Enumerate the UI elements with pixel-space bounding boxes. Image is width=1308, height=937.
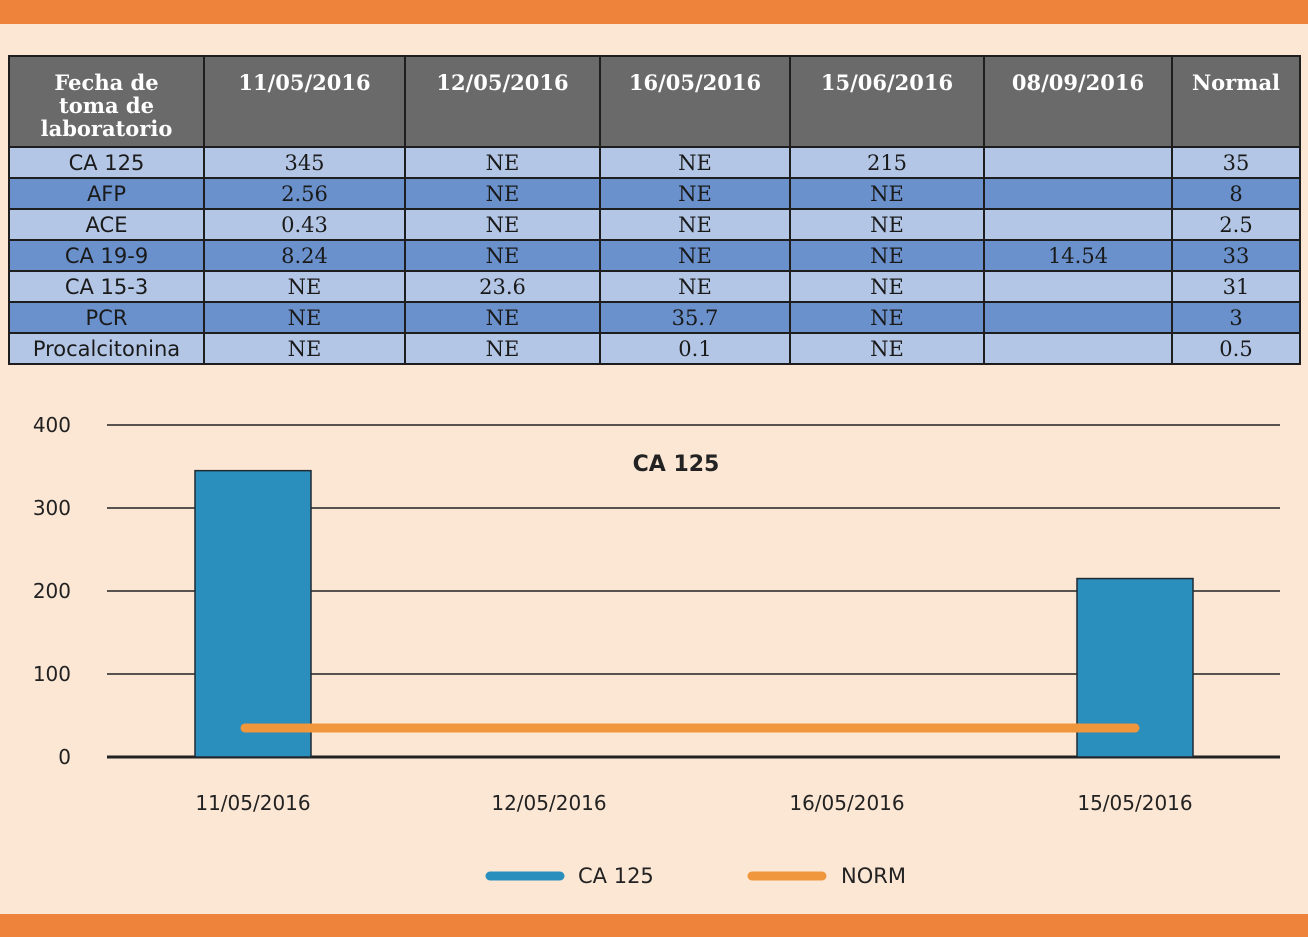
chart-title: CA 125 <box>633 452 720 477</box>
table-row: CA 125 345 NE NE 215 35 <box>8 146 1301 179</box>
value-cell <box>983 177 1173 210</box>
legend-label-norm: NORM <box>841 864 906 888</box>
x-tick-label: 12/05/2016 <box>491 791 606 815</box>
value-cell: NE <box>599 208 791 241</box>
value-cell: 0.5 <box>1171 332 1301 365</box>
value-cell: 35.7 <box>599 301 791 334</box>
value-cell: NE <box>404 146 601 179</box>
lab-results-table: Fecha de toma de laboratorio 11/05/2016 12… <box>8 55 1301 365</box>
y-tick-label: 400 <box>33 413 71 437</box>
row-label-cell: ACE <box>8 208 205 241</box>
value-cell: NE <box>404 177 601 210</box>
value-cell: NE <box>203 270 406 303</box>
top-band <box>0 0 1308 24</box>
value-cell: NE <box>599 177 791 210</box>
value-cell: 2.5 <box>1171 208 1301 241</box>
value-cell: NE <box>404 332 601 365</box>
x-tick-label: 11/05/2016 <box>195 791 310 815</box>
value-cell: 33 <box>1171 239 1301 272</box>
row-label-cell: Procalcitonina <box>8 332 205 365</box>
value-cell: 8.24 <box>203 239 406 272</box>
value-cell: NE <box>599 239 791 272</box>
value-cell: 0.43 <box>203 208 406 241</box>
value-cell: NE <box>599 270 791 303</box>
x-axis-ticks: 11/05/2016 12/05/2016 16/05/2016 15/05/2016 <box>195 791 1192 815</box>
header-cell-6: Normal <box>1171 55 1301 148</box>
chart-bars <box>194 469 1194 758</box>
value-cell <box>983 332 1173 365</box>
value-cell: NE <box>789 301 985 334</box>
value-cell: 31 <box>1171 270 1301 303</box>
value-cell: 8 <box>1171 177 1301 210</box>
bar-ca125 <box>194 469 312 758</box>
row-label-cell: CA 125 <box>8 146 205 179</box>
header-cell-4: 15/06/2016 <box>789 55 985 148</box>
value-cell <box>983 301 1173 334</box>
value-cell: NE <box>203 301 406 334</box>
table-row: ACE 0.43 NE NE NE 2.5 <box>8 208 1301 241</box>
value-cell: NE <box>789 270 985 303</box>
x-tick-label: 15/05/2016 <box>1077 791 1192 815</box>
value-cell: 2.56 <box>203 177 406 210</box>
row-label-cell: CA 19-9 <box>8 239 205 272</box>
row-label-cell: AFP <box>8 177 205 210</box>
table-row: PCR NE NE 35.7 NE 3 <box>8 301 1301 334</box>
header-cell-3: 16/05/2016 <box>599 55 791 148</box>
value-cell: NE <box>789 332 985 365</box>
value-cell: NE <box>599 146 791 179</box>
value-cell: NE <box>404 301 601 334</box>
y-axis-ticks: 0 100 200 300 400 <box>33 413 71 769</box>
table-row: Procalcitonina NE NE 0.1 NE 0.5 <box>8 332 1301 365</box>
value-cell <box>983 270 1173 303</box>
y-tick-label: 300 <box>33 496 71 520</box>
header-cell-2: 12/05/2016 <box>404 55 601 148</box>
table-header-row: Fecha de toma de laboratorio 11/05/2016 12… <box>8 55 1301 148</box>
value-cell: 14.54 <box>983 239 1173 272</box>
table-body: CA 125 345 NE NE 215 35 AFP 2.56 NE NE NE 8 ACE 0.43 N… <box>8 146 1301 365</box>
value-cell: 345 <box>203 146 406 179</box>
y-tick-label: 0 <box>58 745 71 769</box>
value-cell <box>983 146 1173 179</box>
header-cell-5: 08/09/2016 <box>983 55 1173 148</box>
x-tick-label: 16/05/2016 <box>789 791 904 815</box>
value-cell: 35 <box>1171 146 1301 179</box>
y-tick-label: 200 <box>33 579 71 603</box>
table-row: CA 19-9 8.24 NE NE NE 14.54 33 <box>8 239 1301 272</box>
header-cell-label: Fecha de toma de laboratorio <box>8 55 205 148</box>
value-cell: 0.1 <box>599 332 791 365</box>
value-cell: 23.6 <box>404 270 601 303</box>
value-cell: NE <box>203 332 406 365</box>
legend-label-ca125: CA 125 <box>578 864 654 888</box>
value-cell: 215 <box>789 146 985 179</box>
value-cell: 3 <box>1171 301 1301 334</box>
row-label-cell: CA 15-3 <box>8 270 205 303</box>
value-cell: NE <box>789 239 985 272</box>
bottom-band <box>0 914 1308 937</box>
y-tick-label: 100 <box>33 662 71 686</box>
value-cell: NE <box>404 208 601 241</box>
row-label-cell: PCR <box>8 301 205 334</box>
value-cell: NE <box>789 208 985 241</box>
chart-legend: CA 125 NORM <box>485 864 906 888</box>
value-cell: NE <box>789 177 985 210</box>
value-cell <box>983 208 1173 241</box>
ca125-chart: 0 100 200 300 400 11/05/2016 12/05/2016 16/05/… <box>33 413 1280 888</box>
header-cell-1: 11/05/2016 <box>203 55 406 148</box>
value-cell: NE <box>404 239 601 272</box>
table-row: CA 15-3 NE 23.6 NE NE 31 <box>8 270 1301 303</box>
table-row: AFP 2.56 NE NE NE 8 <box>8 177 1301 210</box>
